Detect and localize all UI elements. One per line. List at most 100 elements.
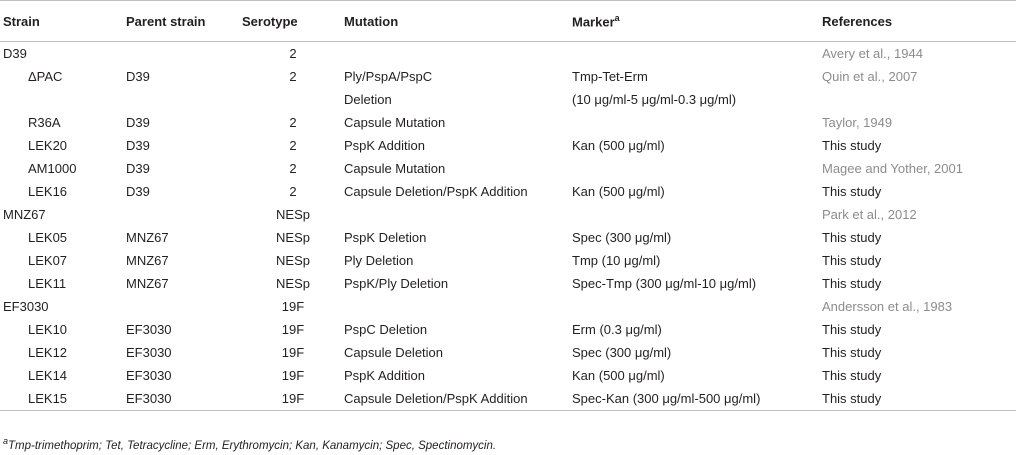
cell-reference: This study	[822, 387, 1016, 411]
cell-marker: Spec (300 μg/ml)	[572, 230, 672, 245]
table-footnote: aTmp-trimethoprim; Tet, Tetracycline; Er…	[3, 436, 496, 452]
cell-marker: Kan (500 μg/ml)	[572, 368, 665, 383]
cell-parent-strain: EF3030	[126, 345, 172, 360]
cell-parent-strain: D39	[126, 138, 150, 153]
strain-name: LEK20	[28, 138, 68, 153]
cell-strain	[0, 88, 126, 111]
table-row: LEK07 MNZ67 NESp Ply Deletion Tmp (10 μg/ml)…	[0, 249, 1016, 272]
strain-name: LEK12	[28, 345, 68, 360]
cell-mutation: PspK Addition	[344, 368, 425, 383]
cell-serotype: 19F	[281, 345, 305, 360]
cell-strain: MNZ67	[0, 203, 126, 226]
cell-strain: AM1000	[0, 157, 126, 180]
table-row: LEK16 D39 2 Capsule Deletion/PspK Addition K…	[0, 180, 1016, 203]
cell-reference: Andersson et al., 1983	[822, 299, 953, 314]
cell-parent-strain: D39	[126, 184, 150, 199]
cell-marker: Erm (0.3 μg/ml)	[572, 322, 662, 337]
cell-marker	[572, 42, 822, 66]
cell-strain: LEK12	[0, 341, 126, 364]
header-mutation: Mutation	[344, 0, 572, 42]
table-row: LEK12 EF3030 19F Capsule Deletion Spec (300 …	[0, 341, 1016, 364]
cell-strain: D39	[0, 42, 126, 66]
cell-mutation: Capsule Deletion/PspK Addition	[344, 184, 528, 199]
footnote-text: Tmp-trimethoprim; Tet, Tetracycline; Erm…	[8, 439, 497, 452]
cell-serotype: NESp	[276, 276, 310, 291]
cell-mutation: Ply Deletion	[344, 253, 414, 268]
cell-strain: LEK10	[0, 318, 126, 341]
cell-strain: R36A	[0, 111, 126, 134]
table-row: D39 2 Avery et al., 1944	[0, 42, 1016, 66]
cell-parent-strain: MNZ67	[126, 230, 169, 245]
cell-marker	[572, 157, 822, 180]
cell-marker: Tmp-Tet-Erm	[572, 69, 648, 84]
cell-parent-strain: D39	[126, 69, 150, 84]
cell-strain: LEK05	[0, 226, 126, 249]
cell-mutation	[344, 295, 572, 318]
cell-reference: This study	[822, 345, 882, 360]
strain-name: LEK16	[28, 184, 68, 199]
strain-name: AM1000	[28, 161, 77, 176]
cell-serotype: NESp	[276, 253, 310, 268]
cell-parent-strain: D39	[126, 115, 150, 130]
strain-name: LEK14	[28, 368, 68, 383]
cell-serotype: 19F	[281, 368, 305, 383]
cell-reference: This study	[822, 276, 882, 291]
strain-name: EF3030	[3, 299, 49, 314]
table-row: LEK10 EF3030 19F PspC Deletion Erm (0.3 μg/m…	[0, 318, 1016, 341]
cell-marker: Spec-Tmp (300 μg/ml-10 μg/ml)	[572, 276, 757, 291]
cell-reference: Quin et al., 2007	[822, 69, 918, 84]
cell-serotype: 2	[289, 46, 297, 61]
cell-marker: Spec (300 μg/ml)	[572, 345, 672, 360]
strain-name: R36A	[28, 115, 61, 130]
cell-parent-strain: EF3030	[126, 368, 172, 383]
cell-reference: This study	[822, 230, 882, 245]
strain-name: LEK07	[28, 253, 68, 268]
cell-serotype: 19F	[281, 322, 305, 337]
cell-reference: Avery et al., 1944	[822, 46, 923, 61]
cell-mutation	[344, 203, 572, 226]
header-strain: Strain	[0, 0, 126, 42]
table-row: Deletion (10 μg/ml-5 μg/ml-0.3 μg/ml)	[0, 88, 1016, 111]
table-row: EF3030 19F Andersson et al., 1983	[0, 295, 1016, 318]
header-marker-footnote-mark: a	[614, 12, 620, 23]
cell-serotype	[242, 88, 344, 111]
cell-serotype: NESp	[276, 207, 310, 222]
cell-parent-strain	[126, 88, 242, 111]
cell-strain: LEK11	[0, 272, 126, 295]
cell-mutation	[344, 42, 572, 66]
cell-parent-strain: MNZ67	[126, 276, 169, 291]
cell-serotype: 2	[289, 138, 297, 153]
cell-mutation: Deletion	[344, 92, 392, 107]
header-serotype: Serotype	[242, 0, 344, 42]
cell-strain: EF3030	[0, 295, 126, 318]
cell-marker: (10 μg/ml-5 μg/ml-0.3 μg/ml)	[572, 92, 737, 107]
cell-marker: Kan (500 μg/ml)	[572, 184, 665, 199]
cell-reference: This study	[822, 368, 882, 383]
cell-strain: ΔPAC	[0, 65, 126, 88]
cell-reference: This study	[822, 253, 882, 268]
table-row: LEK05 MNZ67 NESp PspK Deletion Spec (300 μg/…	[0, 226, 1016, 249]
cell-reference: This study	[822, 138, 882, 153]
table-row: MNZ67 NESp Park et al., 2012	[0, 203, 1016, 226]
cell-parent-strain	[126, 42, 242, 66]
cell-serotype: 2	[289, 69, 297, 84]
strain-name: LEK10	[28, 322, 68, 337]
cell-parent-strain: EF3030	[126, 387, 242, 411]
cell-mutation: Capsule Deletion	[344, 345, 444, 360]
table-row: R36A D39 2 Capsule Mutation Taylor, 1949	[0, 111, 1016, 134]
cell-reference: Taylor, 1949	[822, 115, 893, 130]
cell-parent-strain: EF3030	[126, 322, 172, 337]
cell-mutation: PspK Deletion	[344, 230, 427, 245]
strain-name: LEK15	[28, 391, 68, 406]
cell-reference	[822, 88, 1016, 111]
cell-reference: This study	[822, 322, 882, 337]
table-row: AM1000 D39 2 Capsule Mutation Magee and Yoth…	[0, 157, 1016, 180]
cell-reference: Park et al., 2012	[822, 207, 917, 222]
table-body: D39 2 Avery et al., 1944 ΔPAC D39 2 Ply/PspA/P…	[0, 42, 1016, 411]
cell-parent-strain: D39	[126, 161, 150, 176]
cell-serotype: 2	[289, 115, 297, 130]
cell-marker	[572, 111, 822, 134]
cell-parent-strain: MNZ67	[126, 253, 169, 268]
cell-serotype: 19F	[242, 387, 344, 411]
strain-name: LEK11	[28, 276, 67, 291]
